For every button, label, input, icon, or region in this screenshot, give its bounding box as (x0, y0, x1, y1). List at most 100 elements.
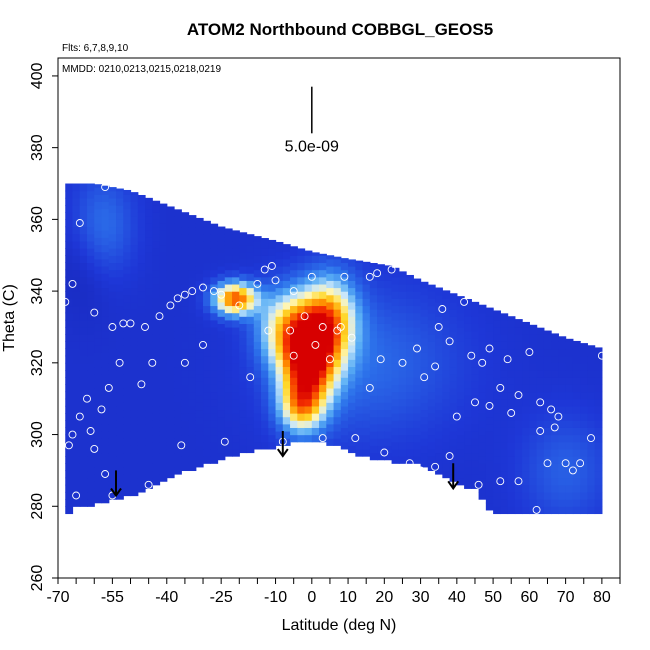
heatmap-cell (108, 484, 117, 493)
heatmap-cell (224, 420, 233, 428)
heatmap-cell (572, 420, 581, 428)
heatmap-cell (224, 255, 233, 264)
heatmap-cell (203, 398, 211, 407)
heatmap-cell (246, 359, 255, 368)
heatmap-cell (420, 395, 429, 403)
heatmap-cell (253, 248, 262, 256)
heatmap-cell (137, 205, 146, 213)
heatmap-cell (456, 319, 465, 328)
heatmap-cell (72, 499, 81, 507)
heatmap-cell (94, 373, 103, 382)
heatmap-cell (485, 387, 494, 396)
heatmap-cell (514, 370, 523, 378)
heatmap-cell (174, 280, 182, 289)
heatmap-cell (551, 391, 559, 400)
heatmap-cell (369, 263, 378, 267)
heatmap-cell (304, 262, 313, 271)
heatmap-cell (413, 405, 422, 414)
heatmap-cell (224, 448, 233, 457)
heatmap-cell (297, 248, 306, 256)
heatmap-cell (65, 276, 74, 285)
heatmap-cell (159, 208, 168, 217)
heatmap-cell (587, 441, 596, 450)
x-tick-label: 20 (375, 589, 393, 606)
heatmap-cell (203, 377, 211, 385)
heatmap-cell (101, 201, 110, 210)
heatmap-cell (108, 291, 117, 299)
heatmap-cell (239, 323, 248, 332)
heatmap-cell (543, 370, 552, 378)
sample-point (286, 326, 295, 335)
heatmap-cell (181, 233, 190, 242)
heatmap-cell (398, 413, 407, 421)
heatmap-cell (145, 287, 153, 296)
heatmap-cell (246, 266, 255, 274)
heatmap-cell (130, 294, 139, 303)
heatmap-cell (522, 484, 530, 493)
heatmap-cell (203, 226, 211, 235)
heatmap-cell (384, 265, 393, 267)
heatmap-cell (166, 448, 175, 457)
heatmap-cell (261, 434, 269, 443)
heatmap-cell (304, 334, 313, 342)
heatmap-cell (181, 291, 190, 299)
heatmap-cell (290, 391, 298, 400)
heatmap-cell (108, 491, 117, 500)
heatmap-cell (427, 341, 436, 350)
heatmap-cell (543, 355, 552, 364)
heatmap-cell (224, 228, 233, 235)
heatmap-cell (101, 194, 110, 203)
heatmap-cell (72, 276, 81, 285)
heatmap-cell (493, 420, 501, 428)
heatmap-cell (420, 387, 429, 396)
heatmap-cell (493, 448, 501, 457)
heatmap-cell (116, 248, 124, 256)
heatmap-cell (297, 291, 306, 299)
sample-point (398, 358, 407, 367)
heatmap-cell (304, 250, 313, 256)
heatmap-cell (435, 438, 443, 446)
heatmap-cell (145, 197, 153, 203)
heatmap-cell (304, 255, 313, 264)
heatmap-cell (87, 391, 95, 400)
heatmap-cell (406, 427, 414, 436)
heatmap-cell (435, 309, 443, 317)
heatmap-cell (449, 380, 458, 389)
heatmap-cell (275, 294, 284, 303)
heatmap-cell (464, 373, 472, 382)
heatmap-cell (261, 405, 269, 414)
heatmap-cell (116, 188, 124, 192)
heatmap-cell (181, 370, 190, 378)
heatmap-cell (456, 470, 465, 479)
heatmap-cell (101, 316, 110, 324)
heatmap-cell (181, 434, 190, 443)
heatmap-cell (543, 341, 552, 350)
heatmap-cell (203, 283, 211, 292)
heatmap-cell (101, 452, 110, 461)
heatmap-cell (377, 387, 385, 396)
heatmap-cell (493, 348, 501, 357)
heatmap-cell (108, 219, 117, 228)
heatmap-cell (94, 495, 103, 504)
heatmap-cell (413, 370, 422, 378)
heatmap-cell (275, 373, 284, 382)
heatmap-cell (195, 352, 204, 360)
heatmap-cell (507, 370, 516, 378)
heatmap-cell (166, 355, 175, 364)
heatmap-cell (493, 427, 501, 436)
heatmap-cell (485, 430, 494, 439)
heatmap-cell (319, 312, 327, 321)
heatmap-cell (413, 319, 422, 328)
heatmap-cell (551, 484, 559, 493)
heatmap-cell (587, 448, 596, 457)
heatmap-cell (435, 387, 443, 396)
heatmap-cell (188, 262, 197, 271)
heatmap-cell (580, 391, 588, 400)
heatmap-cell (87, 384, 95, 393)
heatmap-cell (311, 391, 320, 400)
x-tick-label: 50 (484, 589, 502, 606)
heatmap-cell (108, 233, 117, 242)
heatmap-cell (449, 309, 458, 317)
sample-point (83, 394, 91, 403)
heatmap-cell (333, 280, 342, 289)
